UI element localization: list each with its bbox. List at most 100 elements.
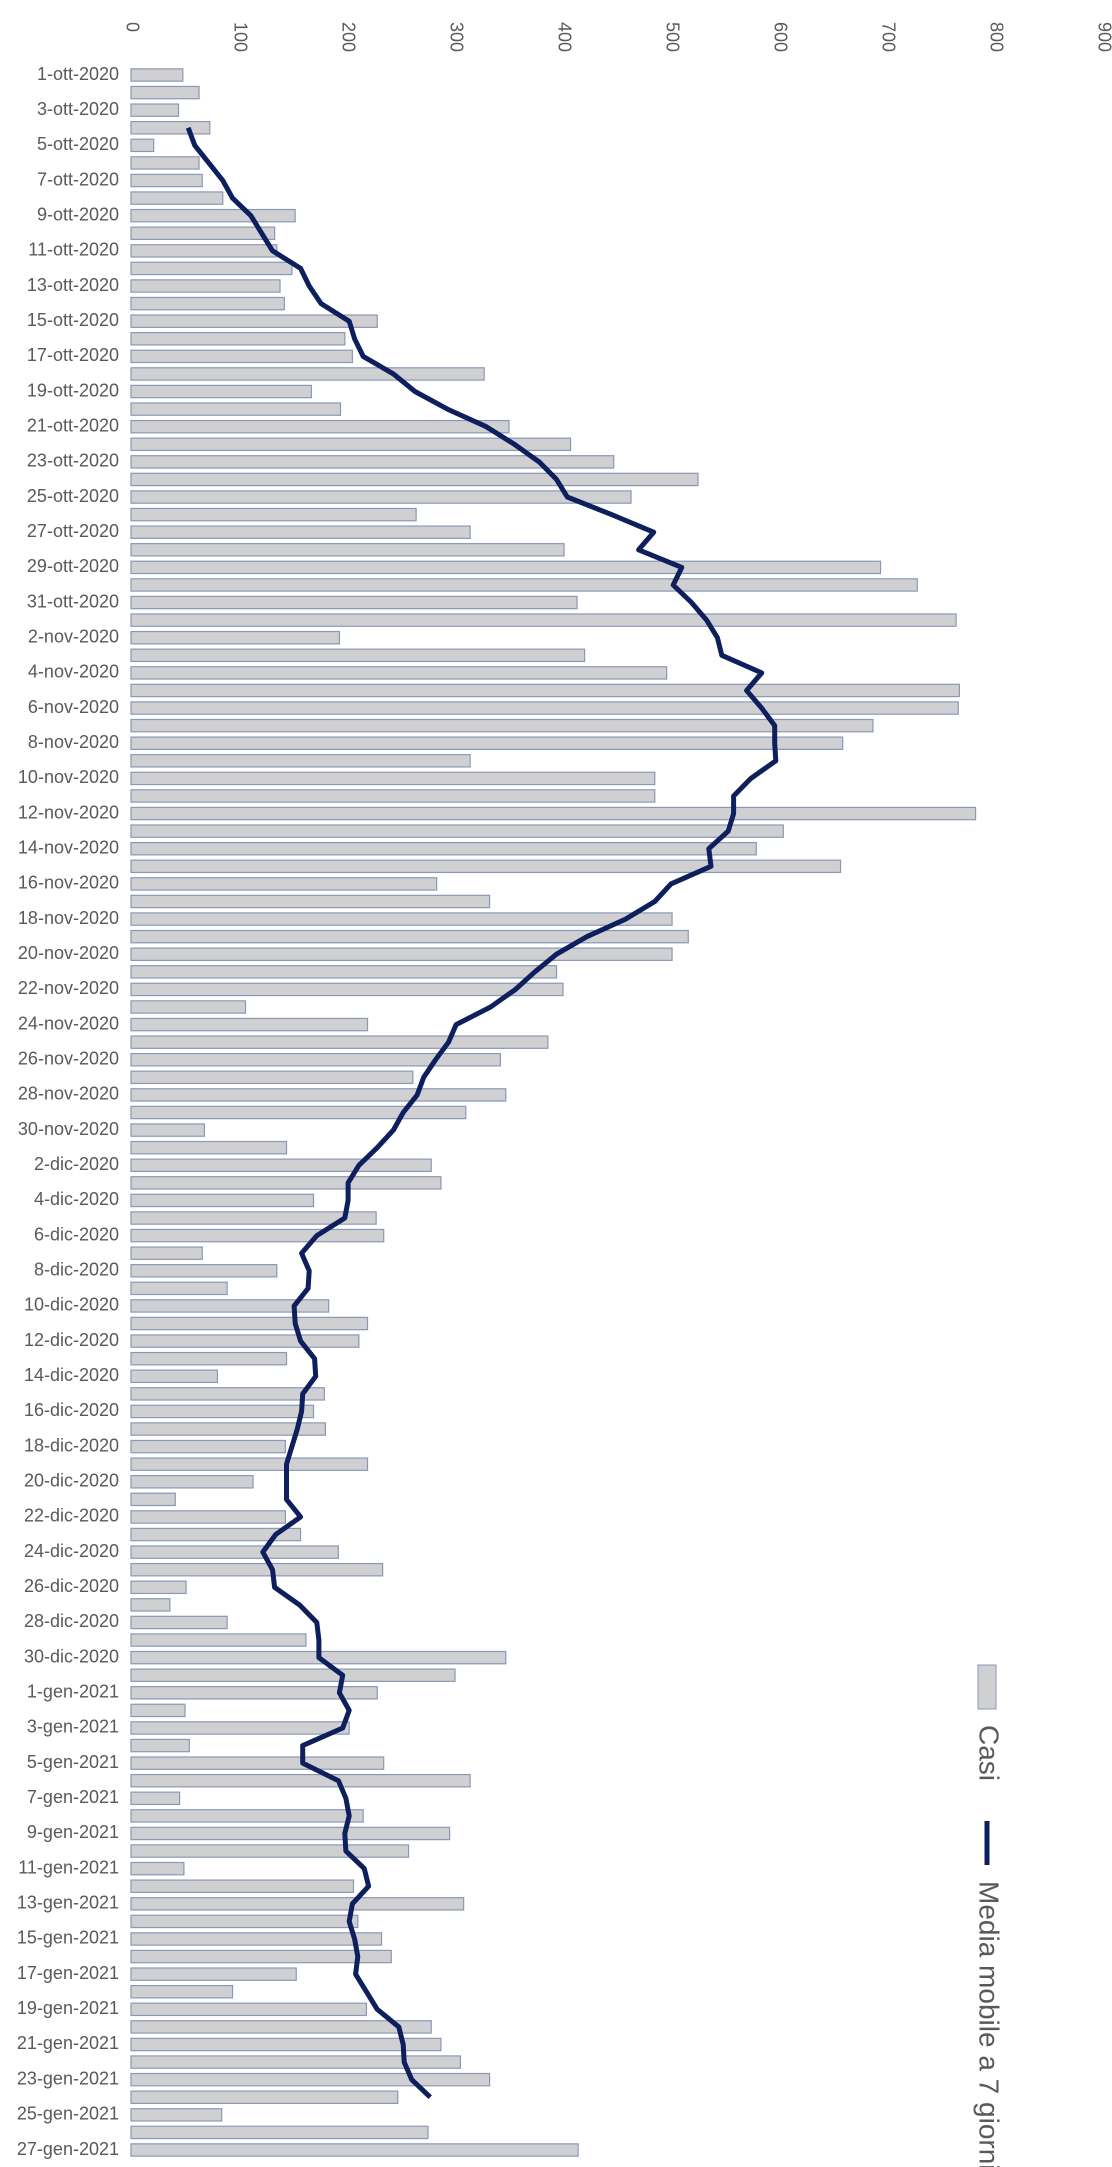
- y-tick-label: 28-dic-2020: [24, 1611, 119, 1631]
- bar: [130, 894, 491, 909]
- bar: [130, 560, 882, 575]
- bar: [130, 1052, 501, 1067]
- bar: [130, 1070, 414, 1085]
- bar: [130, 701, 959, 715]
- bar: [130, 1246, 203, 1260]
- bar: [130, 402, 342, 416]
- bar: [130, 1387, 325, 1401]
- y-tick-label: 13-gen-2021: [17, 1893, 119, 1913]
- bar: [130, 1035, 549, 1049]
- bar: [130, 1088, 507, 1102]
- bar: [130, 2072, 491, 2087]
- y-tick-label: 3-ott-2020: [37, 99, 119, 119]
- y-tick-label: 14-nov-2020: [18, 837, 119, 857]
- bar: [130, 226, 276, 241]
- bar: [130, 718, 874, 733]
- bar: [130, 1773, 471, 1788]
- y-tick-label: 15-ott-2020: [27, 310, 119, 330]
- bar: [130, 754, 471, 768]
- bar: [130, 1527, 302, 1542]
- bar: [130, 1615, 228, 1630]
- y-tick-label: 17-gen-2021: [17, 1963, 119, 1983]
- bar: [130, 1158, 432, 1173]
- y-tick-label: 8-dic-2020: [34, 1260, 119, 1280]
- bar: [130, 1861, 185, 1876]
- y-tick-label: 20-nov-2020: [18, 943, 119, 963]
- y-tick-label: 29-ott-2020: [27, 556, 119, 576]
- bar: [130, 736, 844, 750]
- bar: [130, 1176, 442, 1190]
- y-tick-label: 5-ott-2020: [37, 134, 119, 154]
- bar: [130, 1316, 369, 1331]
- bar: [130, 1369, 219, 1384]
- bar: [130, 1756, 385, 1770]
- y-tick-label: 18-nov-2020: [18, 908, 119, 928]
- y-tick-label: 16-nov-2020: [18, 873, 119, 893]
- bar: [130, 771, 656, 786]
- bar: [130, 789, 656, 803]
- y-tick-label: 12-nov-2020: [18, 802, 119, 822]
- bar: [130, 1017, 369, 1032]
- bar: [130, 595, 578, 610]
- bar: [130, 1598, 171, 1612]
- bar: [130, 120, 211, 135]
- y-tick-label: 27-ott-2020: [27, 521, 119, 541]
- bar: [130, 1281, 228, 1296]
- y-tick-label: 22-dic-2020: [24, 1506, 119, 1526]
- bar: [130, 1351, 288, 1366]
- bar: [130, 1334, 360, 1348]
- bar: [130, 877, 438, 891]
- y-tick-label: 2-nov-2020: [28, 626, 119, 646]
- bar: [130, 1967, 297, 1981]
- bar: [130, 507, 417, 522]
- y-tick-label: 31-ott-2020: [27, 591, 119, 611]
- bar: [130, 947, 673, 961]
- bar: [130, 349, 353, 364]
- bar: [130, 965, 558, 979]
- bar: [130, 543, 565, 557]
- y-tick-label: 6-dic-2020: [34, 1224, 119, 1244]
- bar: [130, 841, 757, 856]
- y-tick-label: 15-gen-2021: [17, 1928, 119, 1948]
- bar: [130, 2090, 399, 2105]
- y-tick-label: 25-ott-2020: [27, 486, 119, 506]
- bar: [130, 490, 632, 504]
- y-tick-label: 10-nov-2020: [18, 767, 119, 787]
- y-tick-label: 26-nov-2020: [18, 1048, 119, 1068]
- bar: [130, 1668, 456, 1682]
- bar: [130, 1721, 350, 1735]
- bar: [130, 1492, 176, 1507]
- bar: [130, 666, 668, 680]
- bar: [130, 191, 224, 205]
- bar: [130, 1439, 287, 1454]
- bar: [130, 1791, 181, 1806]
- bar: [130, 613, 957, 627]
- legend-label: Casi: [974, 1725, 1005, 1781]
- x-tick-label: 100: [230, 22, 250, 52]
- bar: [130, 314, 378, 328]
- x-tick-label: 800: [986, 22, 1006, 52]
- y-tick-label: 14-dic-2020: [24, 1365, 119, 1385]
- y-tick-label: 16-dic-2020: [24, 1400, 119, 1420]
- y-tick-label: 26-dic-2020: [24, 1576, 119, 1596]
- y-tick-label: 1-gen-2021: [27, 1682, 119, 1702]
- bar: [130, 367, 485, 381]
- bar: [130, 68, 184, 82]
- bar: [130, 279, 281, 293]
- bar: [130, 2020, 432, 2034]
- moving-average-line: [185, 126, 779, 2100]
- x-tick-label: 200: [338, 22, 358, 52]
- x-tick-label: 700: [878, 22, 898, 52]
- bar: [130, 578, 918, 592]
- bar: [130, 1914, 359, 1929]
- bar: [130, 2125, 429, 2140]
- bar: [130, 1000, 247, 1014]
- y-tick-label: 19-ott-2020: [27, 380, 119, 400]
- y-tick-label: 19-gen-2021: [17, 1998, 119, 2018]
- bar: [130, 1826, 451, 1841]
- y-tick-label: 24-nov-2020: [18, 1013, 119, 1033]
- y-tick-label: 8-nov-2020: [28, 732, 119, 752]
- bar: [130, 2037, 442, 2052]
- bar: [130, 912, 673, 926]
- bar: [130, 1809, 364, 1823]
